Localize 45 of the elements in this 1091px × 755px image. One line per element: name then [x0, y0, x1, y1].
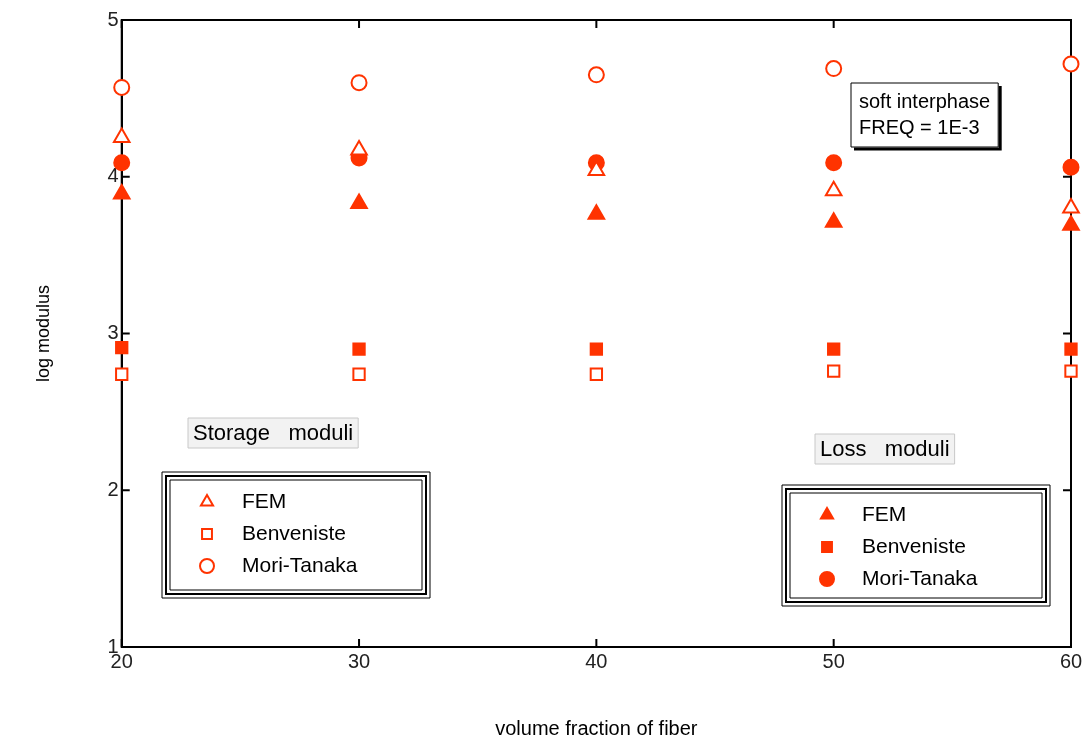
y-tick-label: 5	[107, 7, 119, 30]
point	[350, 74, 368, 92]
point	[115, 367, 129, 381]
point	[115, 340, 129, 355]
annotation: Storage moduli	[193, 420, 354, 446]
y-tick-label: 4	[107, 164, 119, 187]
x-tick-label: 60	[1059, 649, 1083, 672]
y-tick-label: 2	[107, 477, 119, 500]
point	[589, 367, 604, 381]
point	[587, 66, 605, 84]
point	[352, 342, 366, 356]
point	[112, 127, 131, 144]
point	[350, 193, 368, 209]
point	[352, 367, 366, 381]
point	[825, 154, 843, 172]
point	[1062, 198, 1080, 214]
point	[589, 342, 604, 356]
point	[1064, 364, 1078, 378]
point	[1062, 215, 1080, 231]
point	[824, 212, 843, 228]
x-tick-label: 40	[585, 649, 608, 672]
point	[587, 204, 606, 220]
point	[827, 342, 841, 356]
legend-label: Benveniste	[242, 520, 346, 544]
point	[824, 180, 843, 197]
point	[113, 78, 131, 96]
y-axis-title: log modulus	[32, 284, 53, 383]
legend-label: FEM	[862, 501, 907, 525]
legend-label: Mori-Tanaka	[862, 565, 978, 589]
point	[1062, 55, 1080, 73]
y-tick-label: 3	[107, 321, 119, 344]
legend-label: Mori-Tanaka	[242, 552, 358, 576]
legend-label: Benveniste	[862, 533, 966, 557]
point	[1062, 158, 1080, 176]
x-tick-label: 30	[347, 649, 371, 672]
x-tick-label: 50	[822, 649, 845, 672]
point	[827, 364, 841, 378]
point	[112, 183, 131, 200]
point	[350, 140, 368, 156]
point	[825, 60, 843, 78]
x-axis-title: volume fraction of fiber	[495, 716, 698, 739]
annotation: Loss moduli	[820, 436, 950, 462]
annotation: soft interphase FREQ = 1E-3	[859, 89, 991, 138]
point	[1064, 342, 1078, 356]
legend-label: FEM	[242, 488, 287, 512]
